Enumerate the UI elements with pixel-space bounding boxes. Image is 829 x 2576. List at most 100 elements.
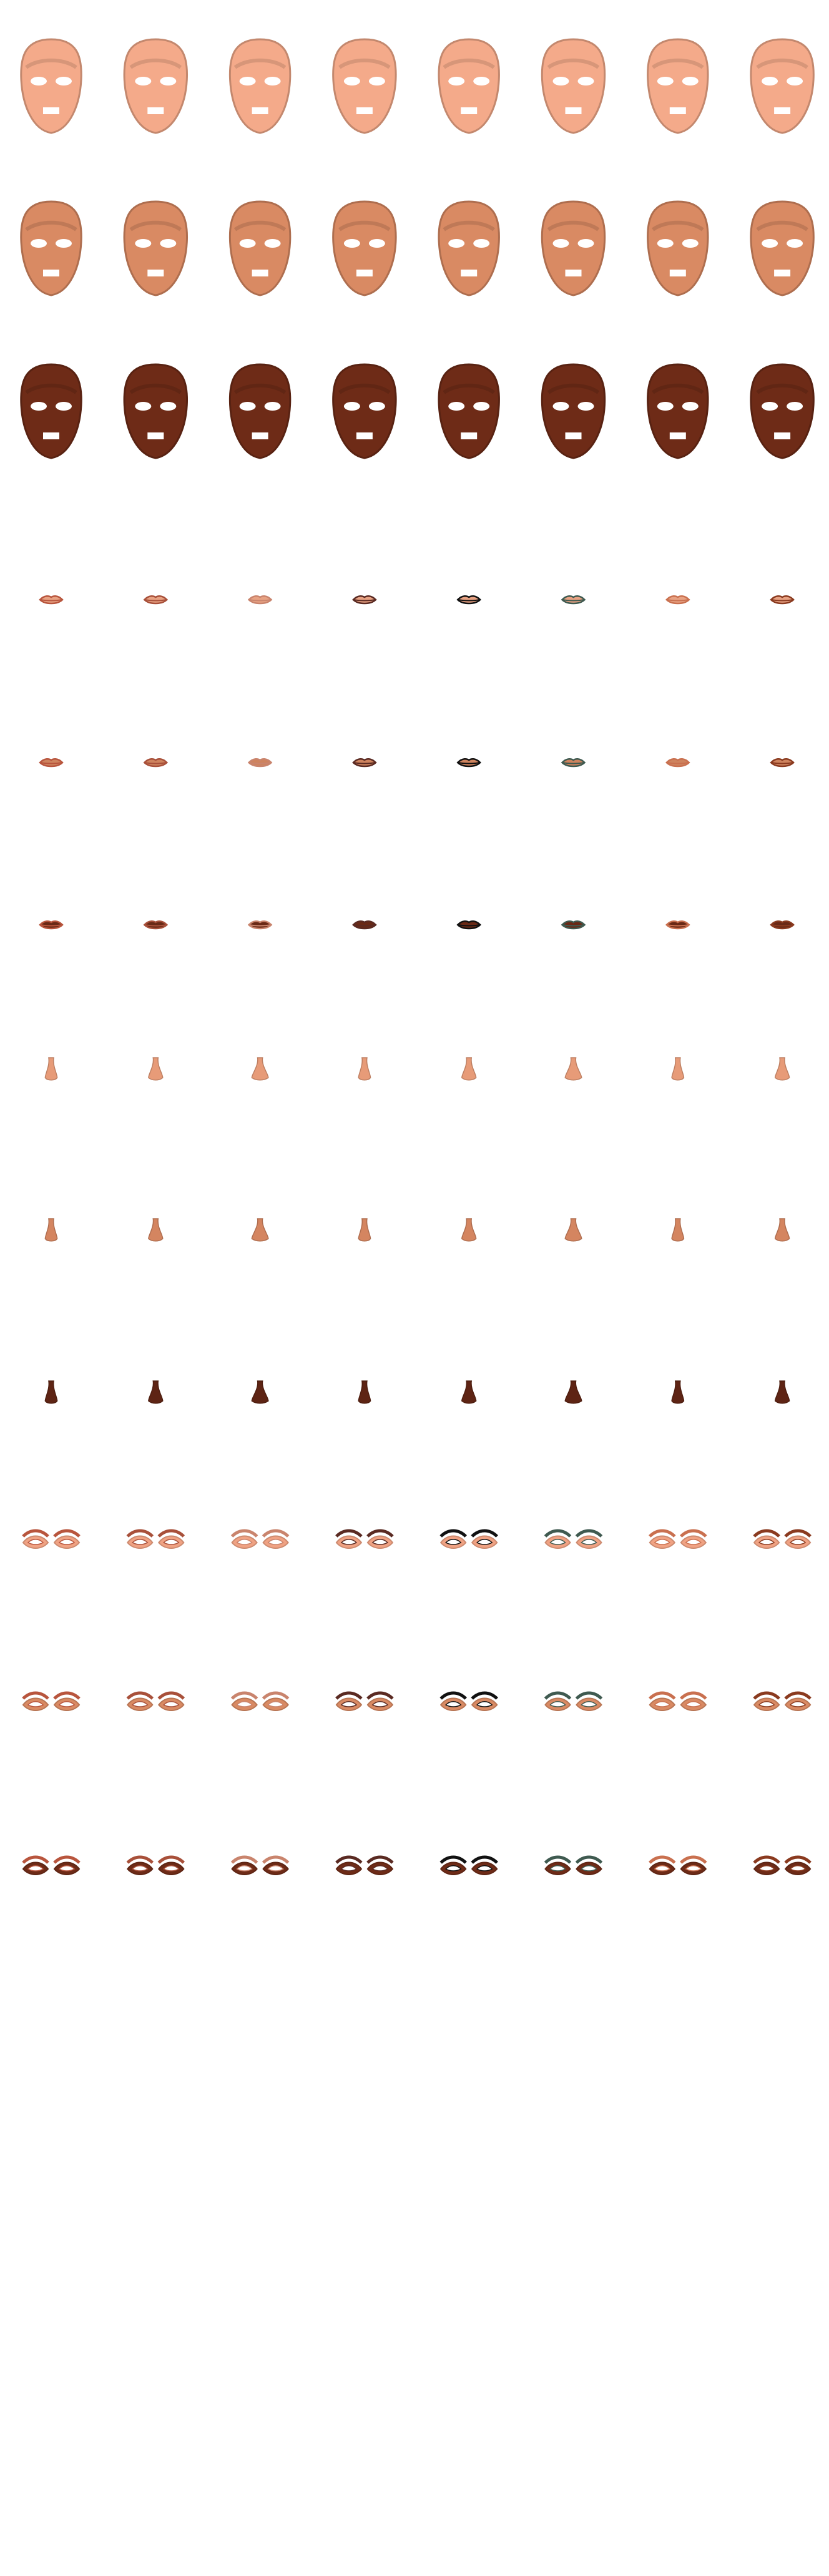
face-sprite: [123, 363, 189, 459]
eye-hole: [762, 402, 778, 411]
face-shape: [123, 363, 189, 459]
nose-sprite: [251, 1380, 269, 1404]
eye-opening: [581, 1539, 597, 1545]
lips: [456, 595, 481, 605]
brow: [753, 1855, 780, 1864]
face-shape: [228, 363, 292, 459]
nose-sprite: [461, 1057, 477, 1081]
eye-hole: [787, 402, 803, 411]
eyes-sprite: [335, 1691, 394, 1711]
eye-opening: [654, 1865, 671, 1871]
mouth-hole: [252, 432, 268, 439]
lips: [456, 758, 481, 768]
eyes-sprite: [439, 1691, 498, 1711]
eye-opening: [340, 1701, 358, 1707]
eye-hole: [577, 402, 594, 411]
brow-shading: [547, 58, 600, 69]
nose-sprite: [148, 1380, 164, 1404]
eye-opening: [371, 1701, 389, 1707]
eye-opening: [236, 1865, 253, 1871]
eye-hole: [343, 239, 360, 248]
eyes-sprite: [126, 1855, 185, 1875]
face-shape: [20, 200, 82, 296]
brow: [230, 1855, 258, 1864]
lips: [561, 758, 586, 768]
brow: [335, 1691, 363, 1700]
eyes-sprite: [22, 1529, 81, 1549]
eye-hole: [31, 402, 47, 411]
nose-sprite: [44, 1057, 58, 1081]
eye-hole: [682, 402, 699, 411]
face-sprite: [332, 200, 397, 296]
eye-opening: [371, 1539, 389, 1545]
mouth-hole: [774, 432, 791, 439]
lips: [665, 920, 690, 930]
eye-opening: [132, 1539, 149, 1545]
eye-opening: [132, 1701, 149, 1707]
lip-line: [667, 924, 689, 927]
mouth-hole: [461, 270, 478, 276]
brow-shading: [233, 220, 287, 232]
eye-opening: [163, 1539, 180, 1545]
brow: [649, 1529, 676, 1538]
brow: [471, 1529, 498, 1538]
eyes-sprite: [230, 1691, 290, 1711]
face-shape: [438, 363, 500, 459]
nose: [44, 1057, 58, 1081]
face-sprite: [647, 38, 709, 134]
eye-hole: [448, 77, 465, 85]
lips: [143, 595, 169, 605]
eye-hole: [448, 402, 465, 411]
lip-line: [667, 762, 689, 764]
brow-shading: [338, 383, 391, 394]
brow: [753, 1691, 780, 1700]
lip-line: [249, 599, 271, 602]
brow: [784, 1855, 812, 1864]
nose-sprite: [358, 1218, 371, 1242]
eye-opening: [267, 1865, 284, 1871]
face-sprite: [438, 363, 500, 459]
lips-sprite: [770, 595, 795, 605]
nose: [358, 1380, 371, 1404]
face-shape: [750, 363, 815, 459]
eye-hole: [135, 402, 152, 411]
lips-sprite: [770, 758, 795, 768]
eye-hole: [657, 402, 674, 411]
brow-shading: [338, 220, 391, 232]
nose: [461, 1057, 477, 1081]
lips: [247, 920, 273, 930]
eyes-sprite: [126, 1529, 185, 1549]
brow-shading: [25, 220, 77, 232]
lips-sprite: [143, 758, 169, 768]
lip-line: [353, 762, 376, 764]
nose: [251, 1380, 269, 1404]
lip-line: [667, 599, 689, 602]
brow: [157, 1529, 185, 1538]
lip-line: [145, 762, 167, 764]
eye-opening: [476, 1865, 493, 1871]
nose-sprite: [358, 1057, 371, 1081]
lip-line: [458, 599, 480, 602]
nose-sprite: [774, 1380, 790, 1404]
mouth-hole: [461, 107, 478, 114]
eye-opening: [236, 1701, 253, 1707]
lips: [665, 758, 690, 768]
lip-line: [145, 924, 167, 927]
lips-sprite: [39, 758, 64, 768]
nose-sprite: [251, 1218, 269, 1242]
mouth-hole: [669, 432, 686, 439]
brow: [680, 1529, 707, 1538]
eyes-sprite: [753, 1855, 812, 1875]
eyes-sprite: [753, 1691, 812, 1711]
eye-opening: [444, 1701, 462, 1707]
lip-line: [458, 924, 480, 927]
lip-line: [771, 924, 793, 927]
lips-sprite: [665, 595, 690, 605]
eye-opening: [340, 1539, 358, 1545]
lips-sprite: [352, 758, 377, 768]
face-shape: [750, 200, 815, 296]
nose: [564, 1057, 582, 1081]
mouth-hole: [147, 270, 164, 276]
brow-shading: [443, 58, 495, 69]
lip-line: [249, 762, 271, 764]
